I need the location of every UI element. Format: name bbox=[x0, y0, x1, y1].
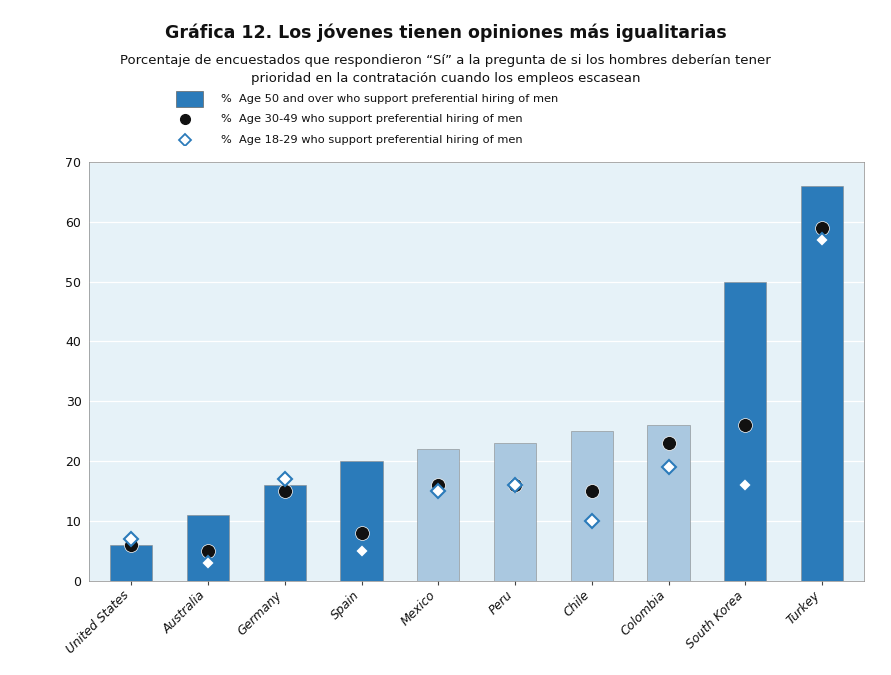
Bar bbox=[648, 425, 690, 580]
Bar bbox=[494, 443, 536, 580]
FancyBboxPatch shape bbox=[176, 91, 203, 107]
Text: Gráfica 12. Los jóvenes tienen opiniones más igualitarias: Gráfica 12. Los jóvenes tienen opiniones… bbox=[165, 24, 726, 42]
Text: %  Age 50 and over who support preferential hiring of men: % Age 50 and over who support preferenti… bbox=[221, 94, 559, 104]
Bar bbox=[340, 461, 382, 580]
Text: %  Age 18-29 who support preferential hiring of men: % Age 18-29 who support preferential hir… bbox=[221, 135, 523, 145]
Bar bbox=[110, 545, 152, 580]
Bar bbox=[571, 431, 613, 580]
Text: Porcentaje de encuestados que respondieron “Sí” a la pregunta de si los hombres : Porcentaje de encuestados que respondier… bbox=[120, 54, 771, 67]
Bar bbox=[724, 281, 766, 580]
Bar bbox=[801, 186, 843, 580]
Bar bbox=[187, 515, 229, 580]
Text: %  Age 30-49 who support preferential hiring of men: % Age 30-49 who support preferential hir… bbox=[221, 115, 523, 124]
Text: prioridad en la contratación cuando los empleos escasean: prioridad en la contratación cuando los … bbox=[250, 72, 641, 85]
Bar bbox=[417, 449, 460, 580]
Bar bbox=[264, 485, 306, 580]
